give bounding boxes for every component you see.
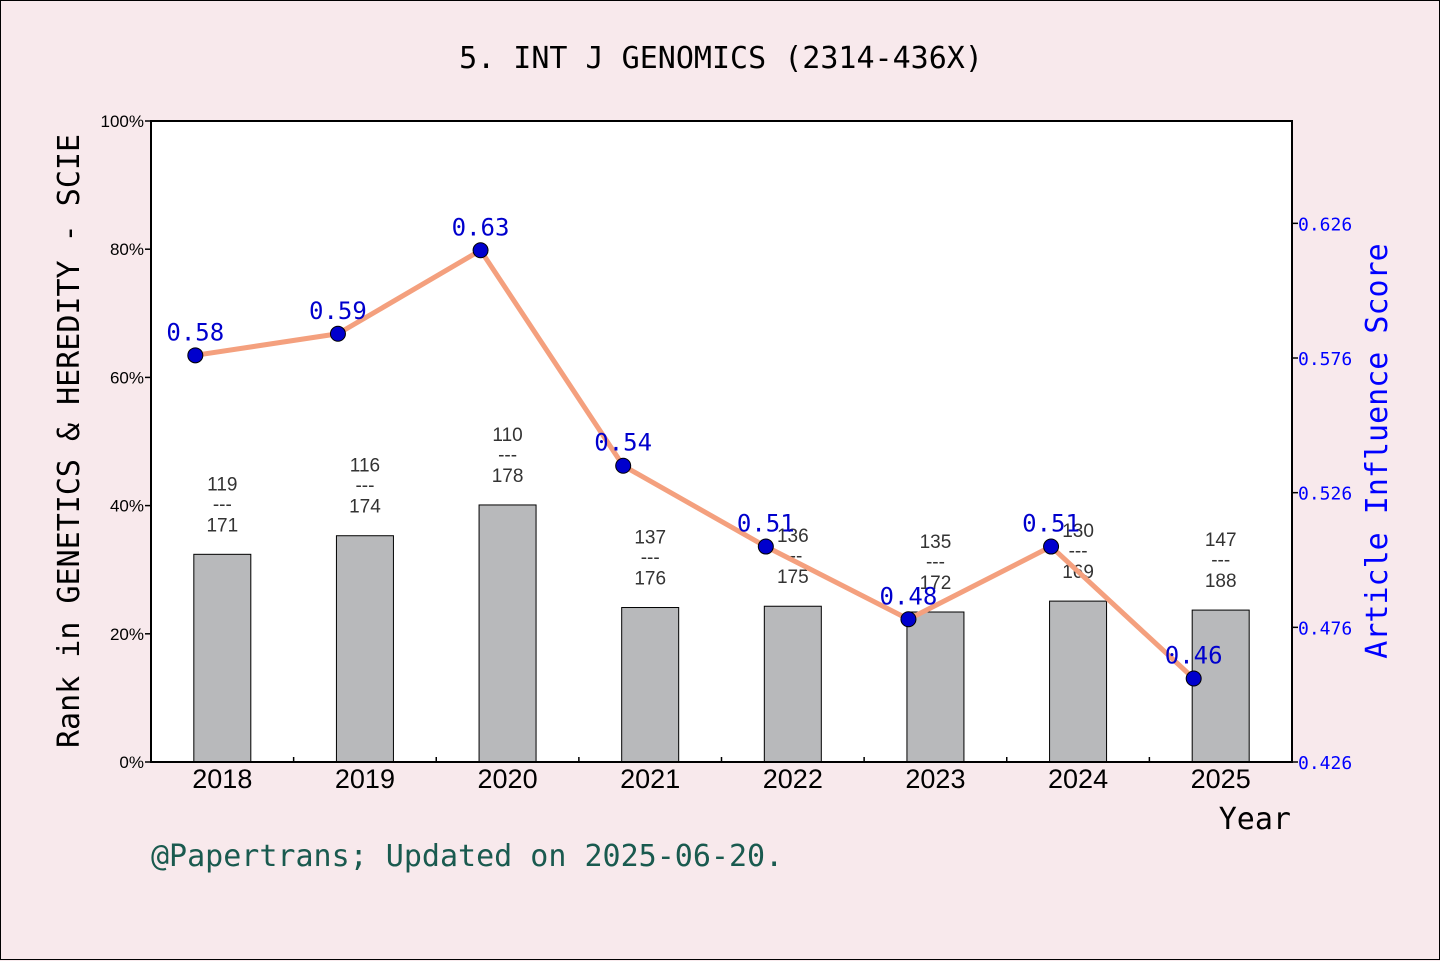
rank-label-2024: 130 [1062, 521, 1094, 542]
rank-separator-2023: --- [926, 552, 945, 573]
line-layer: 0.58 0.59 0.63 0.54 0.51 0.48 0.51 0.46 [166, 213, 1223, 687]
ais-label-2019: 0.59 [309, 297, 367, 325]
ais-point-2025 [1185, 670, 1202, 687]
ais-label-2021: 0.54 [594, 429, 652, 457]
chart-title: 5. INT J GENOMICS (2314-436X) [459, 41, 983, 76]
y-axis-label-left: Rank in GENETICS & HEREDITY - SCIE [52, 134, 87, 748]
bar-2019 [335, 535, 394, 763]
bar-2025 [1191, 609, 1250, 763]
x-tick-label-2023: 2023 [905, 764, 965, 794]
rank-label-2025: 147 [1205, 530, 1237, 551]
bar-2022 [763, 605, 822, 763]
rank-total-2018: 171 [206, 515, 238, 536]
ais-label-2024: 0.51 [1022, 510, 1080, 538]
bar-2018 [193, 553, 252, 763]
plot-area [151, 121, 1292, 762]
ais-line [192, 247, 1197, 682]
ais-label-2022: 0.51 [737, 510, 795, 538]
x-tick-label-2020: 2020 [478, 764, 538, 794]
y-tick-label-left-2: 40% [110, 497, 144, 516]
x-axis-label: Year [1219, 802, 1291, 837]
y-tick-label-right-1: 0.476 [1298, 618, 1352, 639]
y-tick-label-left-0: 0% [119, 753, 144, 772]
bar-2023 [906, 611, 965, 763]
y-tick-label-right-4: 0.626 [1298, 214, 1352, 235]
ais-point-2022 [757, 538, 774, 555]
ais-label-2025: 0.46 [1165, 642, 1223, 670]
rank-separator-2021: --- [641, 548, 660, 569]
rank-total-2025: 188 [1205, 571, 1237, 592]
bar-2024 [1049, 600, 1108, 763]
rank-labels-layer: 119---171116---174110---178137---176136-… [206, 425, 1236, 594]
bar-2020 [478, 504, 537, 763]
rank-separator-2024: --- [1069, 541, 1088, 562]
y-tick-label-right-2: 0.526 [1298, 484, 1352, 505]
ais-point-2024 [1043, 538, 1060, 555]
rank-separator-2025: --- [1211, 550, 1230, 571]
x-tick-label-2021: 2021 [620, 764, 680, 794]
ais-point-2018 [187, 347, 204, 364]
rank-label-2019: 116 [350, 456, 380, 477]
x-tick-label-2022: 2022 [763, 764, 823, 794]
x-tick-label-2018: 2018 [192, 764, 252, 794]
ais-point-2021 [615, 457, 632, 474]
bar-2021 [621, 607, 680, 763]
footer-credit: @Papertrans; Updated on 2025-06-20. [151, 839, 783, 874]
y-axis-label-right: Article Influence Score [1360, 243, 1395, 658]
rank-label-2020: 110 [492, 425, 522, 446]
ais-label-2018: 0.58 [166, 318, 224, 346]
x-tick-label-2024: 2024 [1048, 764, 1108, 794]
y-tick-label-left-3: 60% [110, 368, 144, 387]
ais-point-2020 [472, 242, 489, 259]
rank-label-2022: 136 [777, 526, 809, 547]
ais-label-2020: 0.63 [452, 213, 510, 241]
rank-separator-2018: --- [213, 494, 232, 515]
ais-label-2023: 0.48 [880, 582, 938, 610]
x-tick-label-2025: 2025 [1191, 764, 1251, 794]
y-tick-label-right-0: 0.426 [1298, 753, 1352, 774]
rank-label-2018: 119 [207, 474, 237, 495]
y-tick-label-left-5: 100% [101, 112, 144, 131]
y-tick-label-left-1: 20% [110, 625, 144, 644]
rank-label-2023: 135 [920, 532, 952, 553]
axes-layer: 0% 20% 40% 60% 80% 100% 0.426 0.476 0.526 0.576 0.… [101, 112, 1353, 794]
y-tick-label-left-4: 80% [110, 240, 144, 259]
rank-total-2021: 176 [634, 569, 666, 590]
x-tick-label-2019: 2019 [335, 764, 395, 794]
rank-total-2020: 178 [492, 466, 524, 487]
ais-point-2023 [900, 611, 917, 628]
rank-label-2021: 137 [634, 528, 666, 549]
rank-separator-2020: --- [498, 445, 517, 466]
y-tick-label-right-3: 0.576 [1298, 349, 1352, 370]
ais-point-2019 [329, 325, 346, 342]
rank-total-2023: 172 [920, 573, 952, 594]
rank-total-2019: 174 [349, 497, 381, 518]
rank-separator-2019: --- [355, 476, 374, 497]
bars-layer [193, 504, 1250, 763]
rank-total-2022: 175 [777, 567, 809, 588]
